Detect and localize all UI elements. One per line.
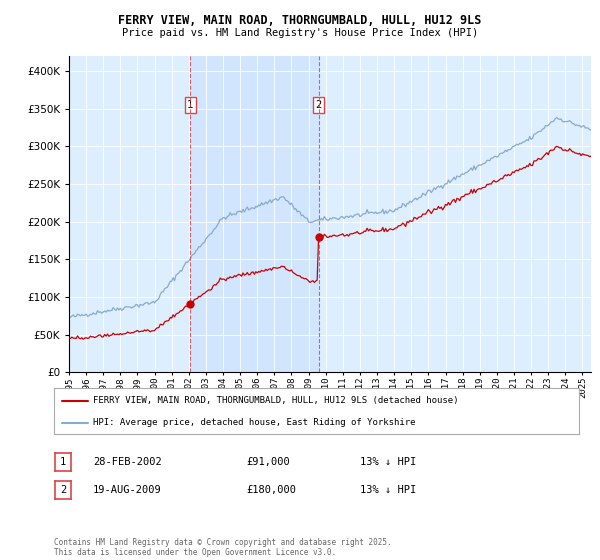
Text: 28-FEB-2002: 28-FEB-2002	[93, 457, 162, 467]
Text: 2: 2	[316, 100, 322, 110]
Text: 13% ↓ HPI: 13% ↓ HPI	[360, 485, 416, 495]
Bar	[190, 56, 319, 372]
Text: 2: 2	[60, 485, 66, 495]
Text: 1: 1	[60, 457, 66, 467]
Text: £180,000: £180,000	[246, 485, 296, 495]
Text: 1: 1	[187, 100, 193, 110]
Text: Contains HM Land Registry data © Crown copyright and database right 2025.
This d: Contains HM Land Registry data © Crown c…	[54, 538, 392, 557]
Text: £91,000: £91,000	[246, 457, 290, 467]
Text: HPI: Average price, detached house, East Riding of Yorkshire: HPI: Average price, detached house, East…	[94, 418, 416, 427]
Text: 19-AUG-2009: 19-AUG-2009	[93, 485, 162, 495]
Text: Price paid vs. HM Land Registry's House Price Index (HPI): Price paid vs. HM Land Registry's House …	[122, 28, 478, 38]
Text: FERRY VIEW, MAIN ROAD, THORNGUMBALD, HULL, HU12 9LS: FERRY VIEW, MAIN ROAD, THORNGUMBALD, HUL…	[118, 14, 482, 27]
Text: 13% ↓ HPI: 13% ↓ HPI	[360, 457, 416, 467]
Text: FERRY VIEW, MAIN ROAD, THORNGUMBALD, HULL, HU12 9LS (detached house): FERRY VIEW, MAIN ROAD, THORNGUMBALD, HUL…	[94, 396, 459, 405]
